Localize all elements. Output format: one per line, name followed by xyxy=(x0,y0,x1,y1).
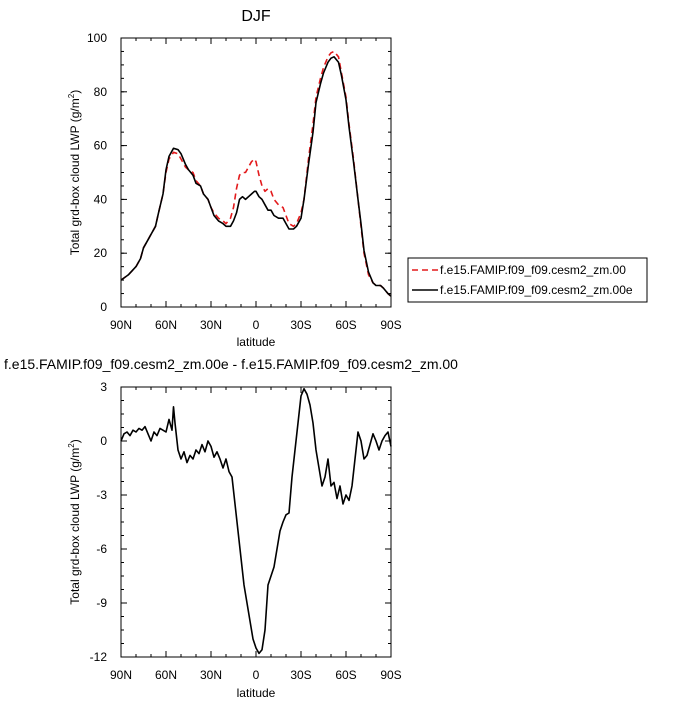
x-tick-label: 60N xyxy=(155,318,177,332)
y-tick-label: 100 xyxy=(87,31,107,45)
bottom-y-axis-label-main: Total grd-box cloud LWP (g/m xyxy=(68,448,82,605)
bottom-x-axis-label: latitude xyxy=(237,686,276,700)
top-chart-title: DJF xyxy=(241,8,271,25)
legend: f.e15.FAMIP.f09_f09.cesm2_zm.00 f.e15.FA… xyxy=(407,257,648,303)
y-tick-label: 80 xyxy=(94,85,108,99)
top-plot-area: 90N 60N 30N 0 30S 60S 90S 0 20 40 60 80 100 xyxy=(87,31,402,332)
y-tick-label: -6 xyxy=(96,542,107,556)
x-tick-label: 30N xyxy=(200,318,222,332)
x-tick-label: 0 xyxy=(253,668,260,682)
legend-entry-series-00: f.e15.FAMIP.f09_f09.cesm2_zm.00 xyxy=(440,263,626,277)
series-line-0-1 xyxy=(120,56,392,297)
y-tick-label: 3 xyxy=(100,380,107,394)
bottom-y-axis-label-end: ) xyxy=(68,439,82,443)
top-y-axis-label-main: Total grd-box cloud LWP (g/m xyxy=(68,98,82,255)
y-tick-label: -9 xyxy=(96,596,107,610)
x-tick-label: 0 xyxy=(253,318,260,332)
x-tick-label: 60S xyxy=(335,668,356,682)
x-tick-label: 30S xyxy=(290,318,311,332)
x-tick-label: 90S xyxy=(380,668,401,682)
top-y-axis-label: Total grd-box cloud LWP (g/m2) xyxy=(67,90,82,255)
y-tick-label: 20 xyxy=(94,246,108,260)
series-line-1-0 xyxy=(120,388,392,655)
x-tick-label: 60S xyxy=(335,318,356,332)
x-tick-label: 30S xyxy=(290,668,311,682)
plot-frame-1 xyxy=(120,386,392,658)
legend-entry-series-00e: f.e15.FAMIP.f09_f09.cesm2_zm.00e xyxy=(440,283,633,297)
x-tick-label: 30N xyxy=(200,668,222,682)
x-tick-label: 90N xyxy=(110,318,132,332)
bottom-plot-area: 90N 60N 30N 0 30S 60S 90S -12 -9 -6 -3 0 3 xyxy=(90,380,402,682)
y-tick-label: -3 xyxy=(96,488,107,502)
bottom-y-axis-label: Total grd-box cloud LWP (g/m2) xyxy=(67,439,82,604)
bottom-panel: f.e15.FAMIP.f09_f09.cesm2_zm.00e - f.e15… xyxy=(4,356,458,700)
plot-frame-0 xyxy=(120,37,392,308)
y-tick-label: 60 xyxy=(94,139,108,153)
x-tick-label: 90N xyxy=(110,668,132,682)
y-tick-label: 0 xyxy=(100,434,107,448)
legend-box xyxy=(407,257,648,303)
top-panel: DJF 90N 60N 30N 0 30S 60S 90S 0 20 40 60 80 100 lati… xyxy=(67,8,402,349)
x-tick-label: 90S xyxy=(380,318,401,332)
top-x-axis-label: latitude xyxy=(237,335,276,349)
top-y-axis-label-sup: 2 xyxy=(67,93,76,98)
bottom-y-axis-label-sup: 2 xyxy=(67,443,76,448)
y-tick-label: 40 xyxy=(94,192,108,206)
series-line-0-0 xyxy=(120,50,392,297)
bottom-chart-title: f.e15.FAMIP.f09_f09.cesm2_zm.00e - f.e15… xyxy=(4,356,458,372)
y-tick-label: 0 xyxy=(100,300,107,314)
x-tick-label: 60N xyxy=(155,668,177,682)
top-y-axis-label-end: ) xyxy=(68,90,82,94)
y-tick-label: -12 xyxy=(90,650,108,664)
